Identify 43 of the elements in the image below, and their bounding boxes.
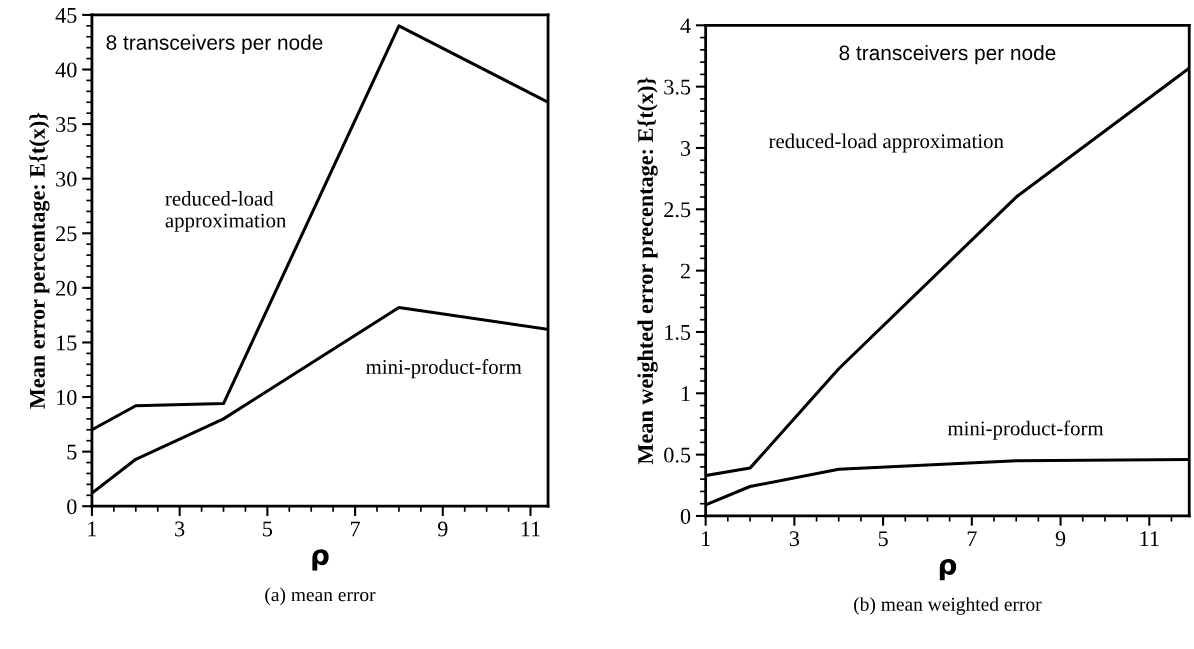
y-tick-label: 1.5 xyxy=(665,325,691,340)
x-tick-label: 11 xyxy=(1140,531,1159,546)
y-tick-label: 35 xyxy=(56,117,77,133)
x-tick-label: 1 xyxy=(88,521,97,537)
y-tick-label: 2 xyxy=(680,263,690,279)
series-label: reduced-load approximation xyxy=(165,191,287,232)
text: (a) mean error xyxy=(265,587,376,606)
y-tick-label: 5 xyxy=(67,444,77,460)
y-tick-label: 20 xyxy=(56,280,77,296)
y-tick-label: 2.5 xyxy=(664,202,691,218)
x-tick-label: 9 xyxy=(437,521,448,537)
x-tick-label: 3 xyxy=(789,531,800,547)
x-tick-label: 5 xyxy=(263,521,273,537)
x-tick-label: 5 xyxy=(878,531,888,547)
text: (b) mean weighted error xyxy=(854,597,1042,615)
series-label: mini-product-form xyxy=(366,359,522,379)
x-tick-label: 7 xyxy=(350,521,360,537)
x-tick-label: 7 xyxy=(967,531,977,546)
y-axis-title: Mean weighted error precentage: E{t(x)} xyxy=(637,77,658,465)
annotation: 8 transceivers per node xyxy=(106,34,323,54)
y-tick-label: 3.5 xyxy=(664,79,691,95)
series-label: mini-product-form xyxy=(947,420,1104,440)
y-tick-label: 45 xyxy=(55,8,77,23)
y-tick-label: 3 xyxy=(681,140,691,156)
y-axis-title: Mean error percentage: E{t(x)} xyxy=(29,112,50,409)
y-tick-label: 30 xyxy=(56,171,77,187)
y-tick-label: 0 xyxy=(67,499,77,515)
y-tick-label: 0 xyxy=(680,508,691,524)
x-tick-label: 9 xyxy=(1055,531,1066,547)
y-tick-label: 40 xyxy=(55,62,77,78)
x-tick-label: 11 xyxy=(521,521,540,537)
y-tick-label: 1 xyxy=(681,386,690,401)
x-axis-title: ρ xyxy=(939,558,957,581)
y-tick-label: 15 xyxy=(57,335,77,351)
x-axis-title: ρ xyxy=(312,549,329,571)
text: reduced-load approximation xyxy=(768,133,1004,153)
y-tick-label: 0.5 xyxy=(664,447,691,463)
annotation: 8 transceivers per node xyxy=(839,44,1056,65)
y-tick-label: 25 xyxy=(56,226,77,242)
x-tick-label: 3 xyxy=(175,521,185,537)
x-tick-label: 1 xyxy=(702,531,710,546)
y-tick-label: 10 xyxy=(57,389,77,405)
y-tick-label: 4 xyxy=(680,18,691,34)
